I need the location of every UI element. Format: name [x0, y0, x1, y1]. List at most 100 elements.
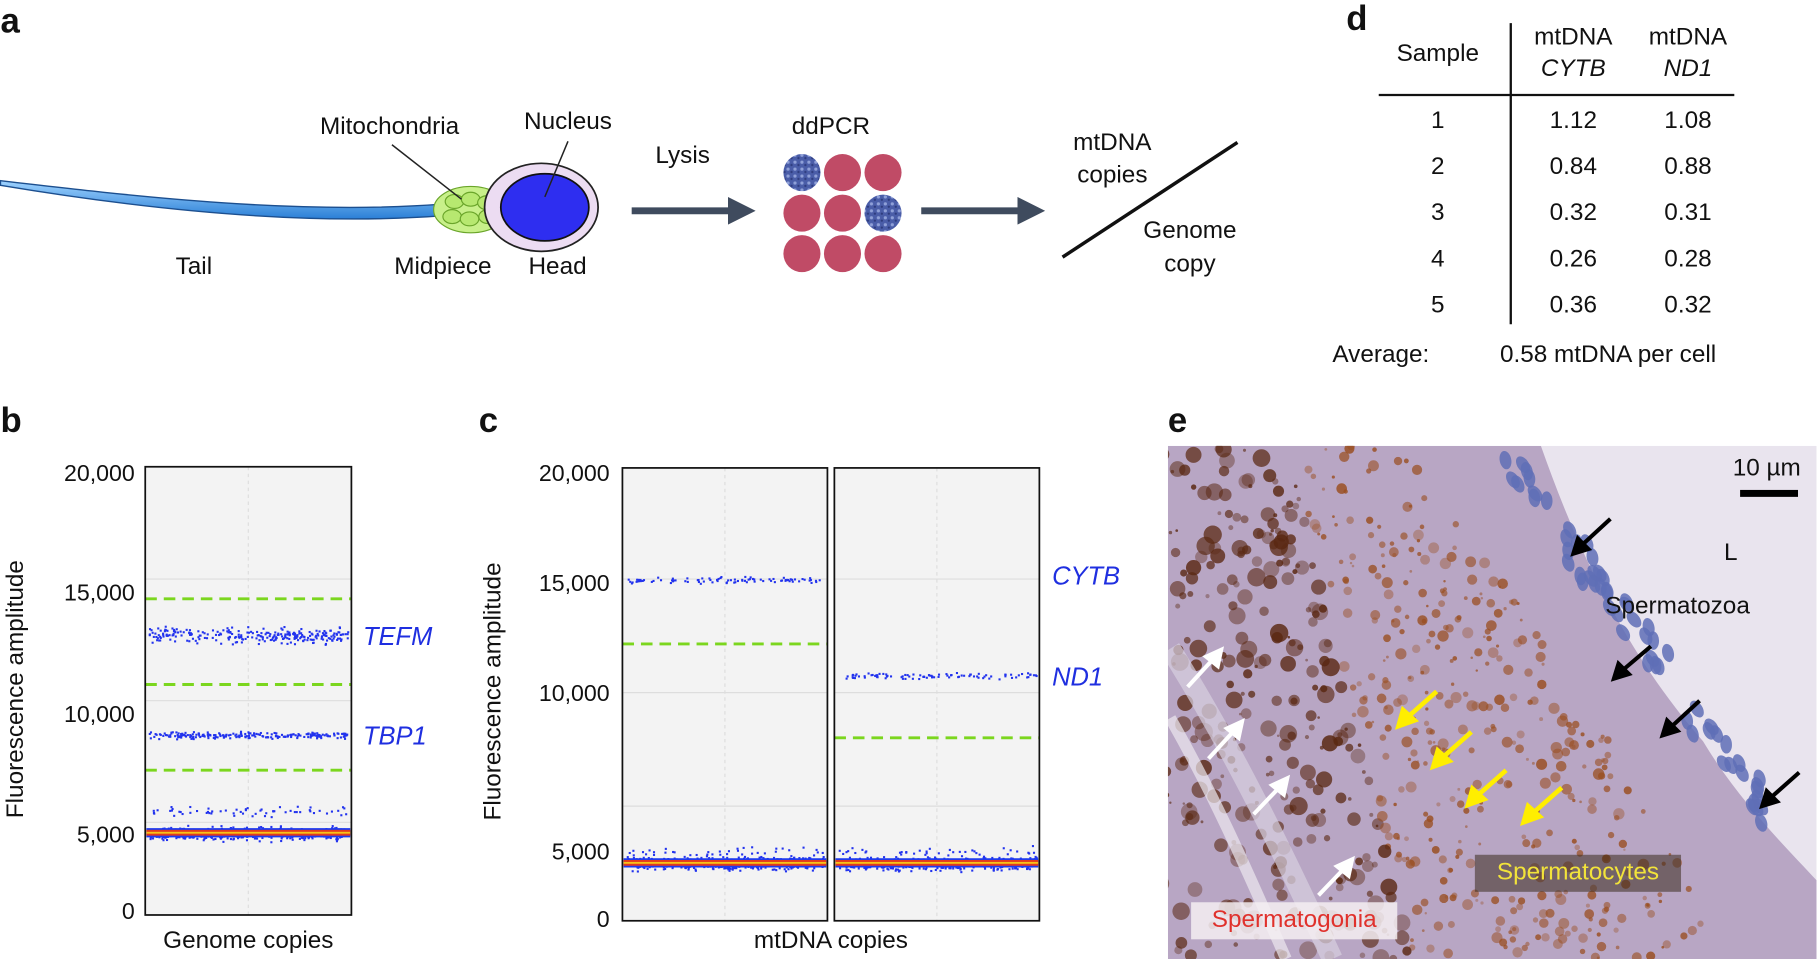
stain — [1579, 948, 1586, 955]
droplet-dot — [162, 635, 165, 638]
droplet-dot — [292, 733, 295, 736]
droplet-dot — [297, 733, 300, 736]
stain — [1382, 659, 1386, 662]
droplet-dot — [742, 846, 745, 849]
stain — [1444, 895, 1449, 899]
droplet-dot — [240, 836, 243, 839]
droplet-dot — [286, 735, 289, 738]
droplet-dot — [702, 580, 705, 583]
droplet-dot — [186, 734, 189, 737]
droplet-dot — [218, 732, 221, 735]
droplet-dot — [1016, 868, 1019, 871]
droplet-dot — [672, 579, 675, 582]
y-axis-label: Fluorescence amplitude — [2, 560, 29, 818]
droplet-dot — [726, 866, 729, 869]
sperm-head-stain — [1587, 565, 1602, 582]
droplet-dot — [207, 807, 210, 810]
stain — [1444, 699, 1454, 709]
droplet-dot — [782, 576, 785, 579]
droplet-dot — [793, 578, 797, 581]
droplet-dot — [801, 578, 804, 581]
droplet-dot — [846, 675, 849, 678]
droplet-dot — [188, 632, 191, 635]
droplet-dot — [641, 851, 645, 854]
stain — [1554, 926, 1565, 937]
stain — [1409, 570, 1413, 573]
stain — [1205, 483, 1223, 501]
droplet-dot — [199, 735, 202, 739]
stain — [1384, 724, 1392, 732]
droplet-dot — [316, 732, 319, 735]
droplet-dot — [632, 849, 635, 852]
droplet-dot — [294, 635, 297, 638]
droplet-dot — [315, 637, 318, 640]
stain — [1623, 848, 1626, 851]
table-header: CYTB — [1541, 55, 1606, 82]
droplet-dot — [286, 837, 289, 840]
droplet-dot — [247, 631, 251, 634]
table-cell: 0.32 — [1550, 199, 1597, 226]
stain — [1464, 825, 1468, 828]
y-tick-label: 10,000 — [539, 680, 610, 706]
stain — [1452, 521, 1459, 528]
droplet-dot — [340, 814, 343, 817]
droplet-dot — [757, 868, 760, 871]
stain — [1564, 930, 1571, 937]
droplet-dot — [878, 672, 881, 675]
droplet-dot — [637, 578, 640, 581]
stain — [1292, 569, 1298, 575]
droplet-dot — [189, 736, 192, 739]
stain — [1420, 554, 1431, 565]
droplet-dot — [240, 734, 243, 737]
droplet-dot — [652, 851, 656, 854]
stain — [1380, 878, 1398, 896]
panel-label: c — [479, 402, 498, 440]
arrows-white — [1186, 646, 1355, 897]
stain — [1450, 682, 1455, 686]
droplet-dot — [939, 869, 942, 872]
stain — [1210, 778, 1222, 790]
stain — [1359, 696, 1368, 705]
stain — [1276, 889, 1288, 901]
droplet-dot — [741, 578, 744, 581]
stain — [1190, 735, 1199, 744]
stain — [1517, 897, 1526, 905]
droplet-dot — [172, 632, 175, 635]
droplet-dot — [694, 868, 697, 871]
stain — [1405, 856, 1410, 861]
droplet-dot — [183, 733, 186, 736]
stain — [1410, 749, 1418, 757]
droplet-dot — [300, 632, 303, 635]
droplet-dot — [705, 855, 708, 858]
droplet-dot — [733, 581, 736, 584]
droplet-dot — [982, 855, 986, 858]
droplet-dot — [228, 635, 231, 638]
stain — [1186, 813, 1194, 821]
droplet-dot — [312, 641, 315, 645]
droplet-dot — [910, 870, 913, 873]
stain — [1309, 562, 1316, 570]
droplet-dot — [744, 866, 747, 869]
stain — [1500, 703, 1510, 712]
droplet-dot — [313, 732, 316, 735]
droplet-dot — [815, 580, 818, 584]
droplet-dot — [344, 734, 348, 737]
stain — [1416, 760, 1420, 763]
droplet-dot — [701, 577, 704, 580]
droplet-dot — [672, 850, 675, 854]
droplet-dot — [937, 673, 941, 676]
droplet-dot — [905, 851, 908, 854]
droplet-dot — [309, 733, 312, 736]
stain — [1395, 648, 1407, 660]
label: L — [1724, 539, 1738, 566]
stain — [1265, 755, 1273, 763]
droplet-dot — [257, 733, 260, 736]
droplet — [864, 154, 902, 192]
stain — [1561, 747, 1571, 757]
droplet-dot — [632, 856, 635, 859]
droplet-dot — [887, 868, 890, 871]
droplet-dot — [889, 866, 893, 869]
droplet — [823, 194, 862, 232]
droplet-dot — [328, 735, 331, 738]
droplet-dot — [155, 635, 158, 639]
